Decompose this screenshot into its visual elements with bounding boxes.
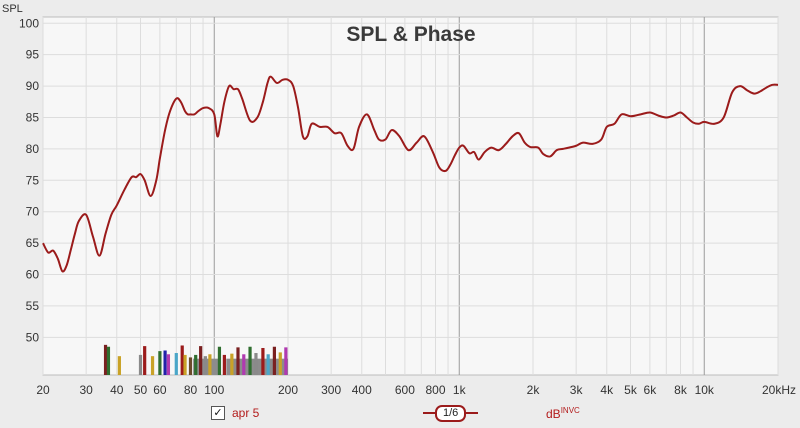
y-tick-label: 85: [26, 110, 40, 124]
overlay-bar: [272, 346, 276, 375]
overlay-bar: [248, 346, 252, 375]
overlay-bar: [278, 352, 282, 375]
x-tick-label: 50: [134, 383, 148, 397]
x-tick-label: 8k: [674, 383, 688, 397]
y-tick-label: 70: [26, 205, 40, 219]
overlay-bar: [230, 353, 234, 375]
measurement-checkbox[interactable]: ✓: [211, 406, 225, 420]
y-axis-label: SPL: [2, 3, 23, 15]
grid-lines: [42, 17, 779, 375]
overlay-bar: [143, 346, 147, 375]
overlay-bar: [236, 347, 240, 375]
spl-series-line: [42, 75, 779, 273]
spl-chart: SPL & Phase SPL 50556065707580859095100 …: [2, 3, 796, 397]
overlay-bar: [106, 346, 111, 375]
x-tick-label: 3k: [570, 383, 584, 397]
x-tick-label: 100: [204, 383, 224, 397]
x-tick-label: 4k: [600, 383, 614, 397]
y-tick-label: 65: [26, 236, 40, 250]
overlay-bar: [163, 350, 167, 375]
overlay-bar: [188, 357, 193, 375]
y-tick-label: 60: [26, 268, 40, 282]
overlay-bar: [222, 354, 226, 375]
x-tick-label: 800: [425, 383, 445, 397]
x-tick-label: 80: [184, 383, 198, 397]
unit-superscript: INVC: [560, 405, 580, 415]
measurement-label: apr 5: [232, 406, 260, 420]
x-tick-label: 300: [321, 383, 341, 397]
y-tick-label: 75: [26, 173, 40, 187]
overlay-bar: [217, 346, 222, 375]
x-tick-label: 5k: [624, 383, 638, 397]
overlay-bar: [150, 356, 155, 375]
overlay-bar: [174, 353, 178, 375]
smoothing-value: 1/6: [435, 404, 467, 422]
overlay-bar: [180, 345, 184, 375]
unit-label[interactable]: dBINVC: [546, 406, 580, 421]
overlay-bars: [103, 344, 288, 375]
x-tick-label: 30: [79, 383, 93, 397]
x-tick-label: 20: [36, 383, 50, 397]
overlay-bar: [261, 347, 265, 375]
y-tick-label: 100: [19, 16, 39, 30]
overlay-bar: [117, 356, 121, 375]
smoothing-control: 1/6: [423, 402, 479, 424]
unit-main: dB: [546, 406, 561, 421]
x-tick-label: 200: [278, 383, 298, 397]
x-tick-labels: 20 30 40 50 60 80 100 200 300 400 600 800 1k 2k 3k 4k 5k…: [36, 383, 796, 397]
legend-measurement: ✓ apr 5: [211, 402, 259, 424]
overlay-bar: [158, 351, 162, 375]
x-tick-label: 600: [395, 383, 415, 397]
x-tick-label: 6k: [644, 383, 658, 397]
overlay-bar: [166, 354, 171, 375]
x-tick-label: 2k: [527, 383, 541, 397]
x-tick-label: 1k: [453, 383, 467, 397]
x-tick-label: 10k: [695, 383, 715, 397]
overlay-bar: [199, 346, 203, 375]
y-tick-label: 50: [26, 330, 40, 344]
smoothing-selector[interactable]: 1/6: [423, 404, 479, 422]
chart-title: SPL & Phase: [346, 23, 475, 46]
x-tick-label: 60: [153, 383, 167, 397]
overlay-bar: [203, 356, 207, 375]
smoothing-line-right-icon: [466, 412, 479, 414]
overlay-bar: [103, 344, 108, 375]
overlay-bar: [266, 354, 270, 375]
y-tick-label: 90: [26, 79, 40, 93]
x-tick-label: 40: [110, 383, 124, 397]
y-tick-label: 95: [26, 48, 40, 62]
overlay-bar: [208, 354, 212, 375]
plot-area[interactable]: [42, 16, 779, 376]
y-tick-label: 55: [26, 299, 40, 313]
overlay-bar: [284, 347, 288, 375]
overlay-bar: [138, 354, 143, 375]
x-tick-label: 20kHz: [762, 383, 796, 397]
x-tick-label: 400: [352, 383, 372, 397]
overlay-bar: [242, 354, 246, 375]
overlay-bar: [254, 353, 258, 375]
overlay-bar: [194, 354, 198, 375]
overlay-bar: [183, 354, 187, 375]
y-tick-label: 80: [26, 142, 40, 156]
smoothing-line-left-icon: [423, 412, 435, 414]
y-tick-labels: 50 55 60 65 70 75 80 85 90 95 100: [19, 16, 39, 344]
unit-indicator: dBINVC: [546, 402, 580, 424]
